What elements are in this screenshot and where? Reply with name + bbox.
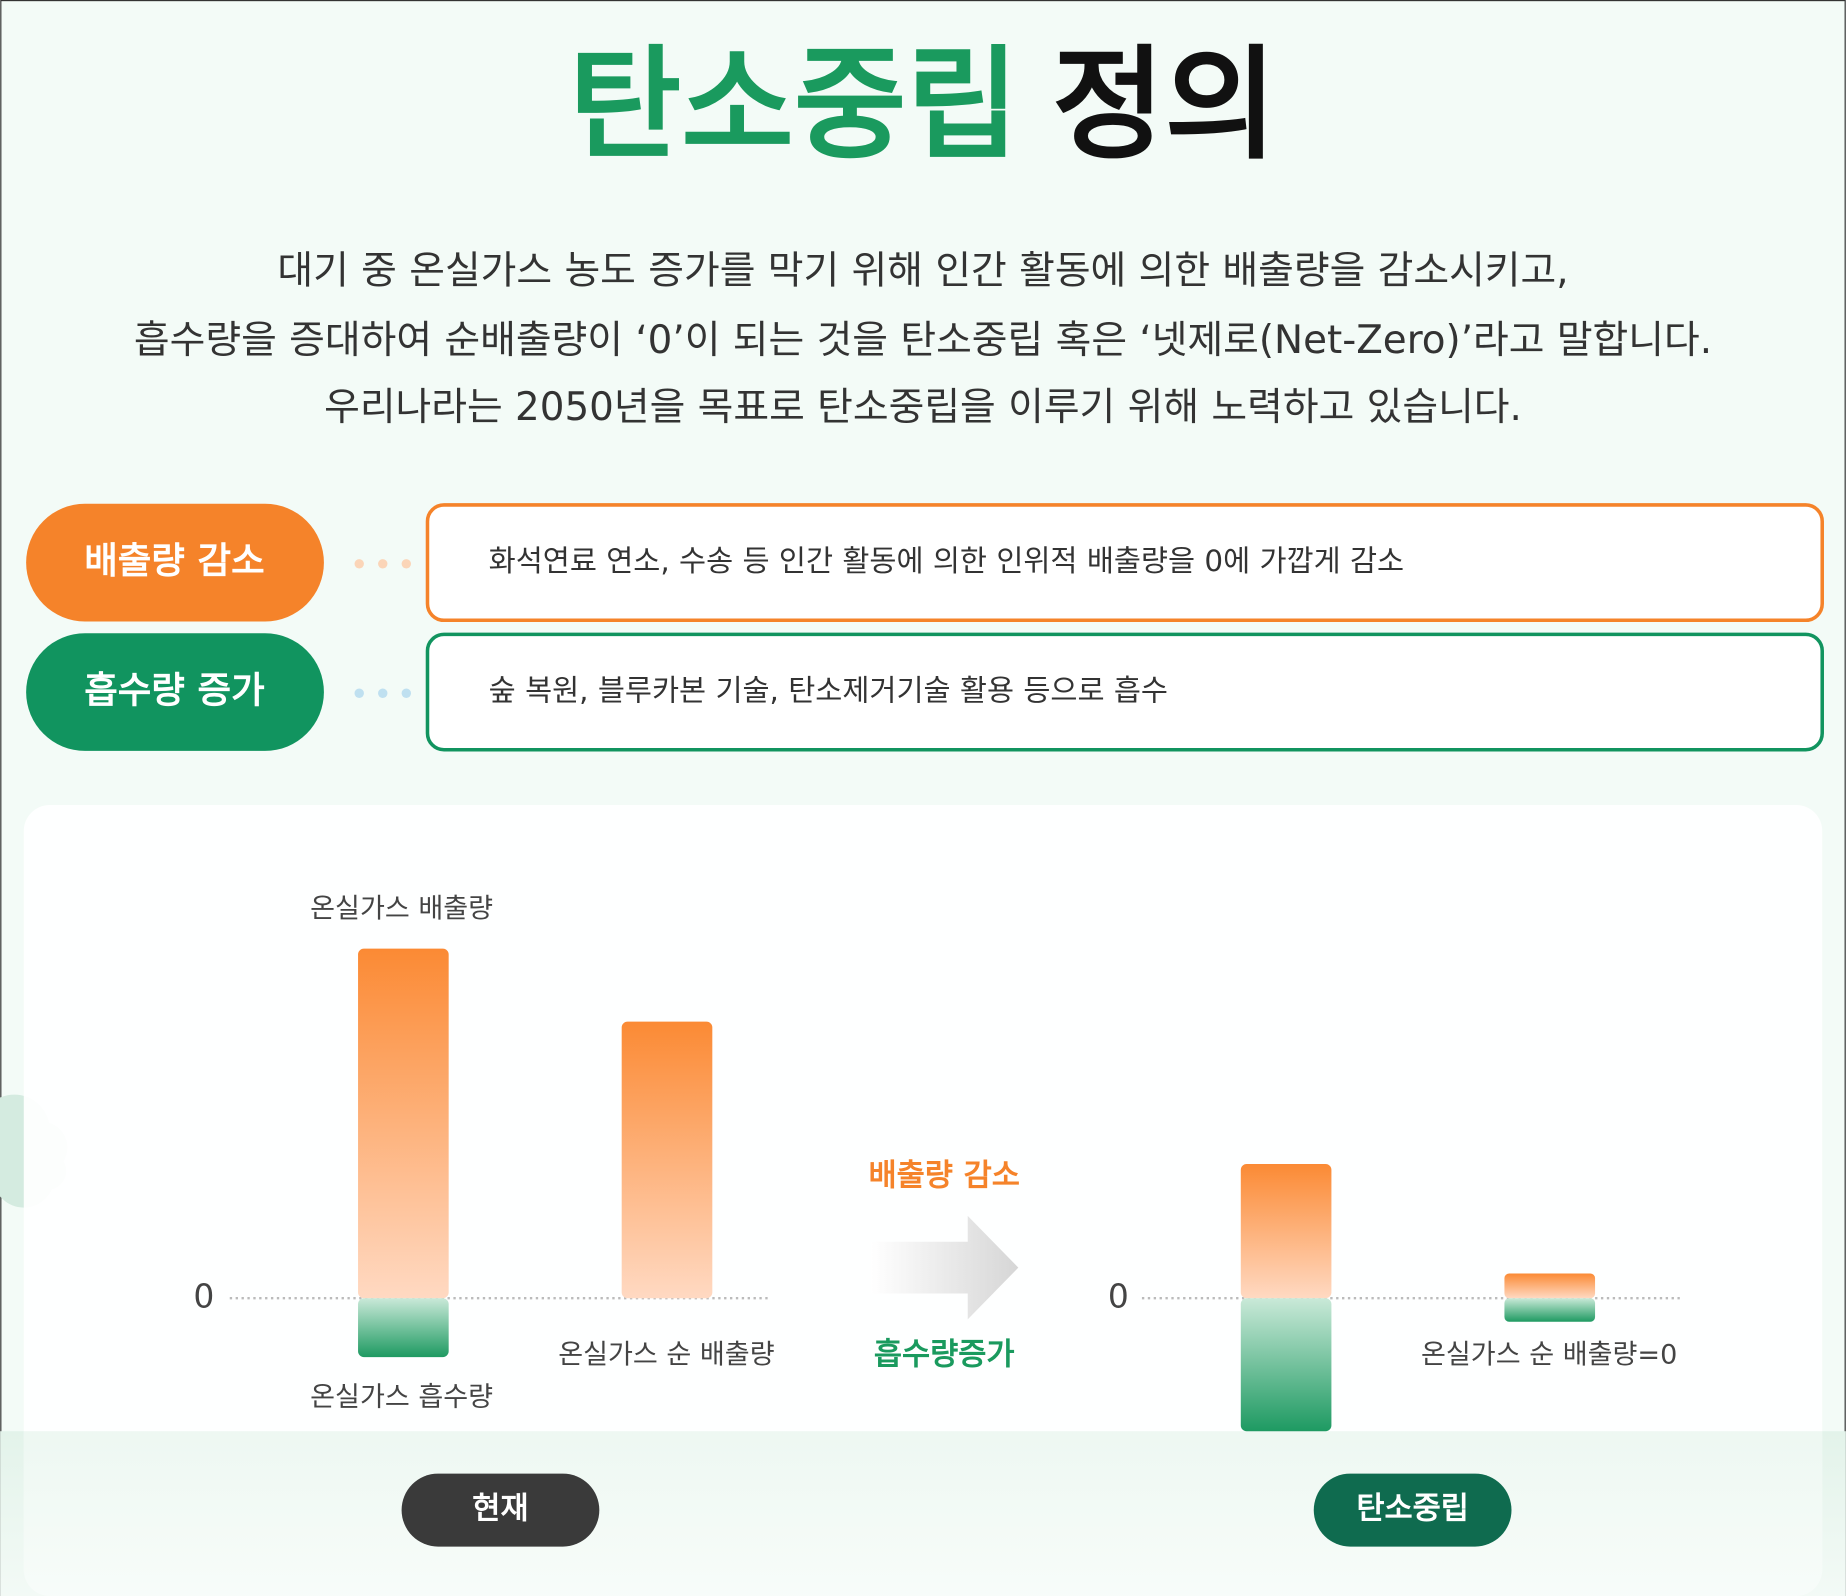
- item-increase: 흡수량 증가 숲 복원, 블루카본 기술, 탄소제거기술 활용 등으로 흡수: [26, 632, 1824, 752]
- title-black: 정의: [1052, 33, 1277, 176]
- description: 숲 복원, 블루카본 기술, 탄소제거기술 활용 등으로 흡수: [489, 674, 1168, 708]
- intro-line: 흡수량을 증대하여 순배출량이 ‘0’이 되는 것을 탄소중립 혹은 ‘넷제로(…: [134, 318, 1712, 363]
- net-label: 온실가스 순 배출량=0: [1421, 1339, 1677, 1370]
- emission-bar: [1240, 1164, 1332, 1299]
- arrow: [871, 1215, 1019, 1320]
- emission-bar: [358, 948, 449, 1299]
- pill: [26, 503, 324, 622]
- absorption-bar: [1240, 1298, 1332, 1432]
- absorption-bar: [358, 1298, 449, 1358]
- arrow-top-label: 배출량 감소: [868, 1158, 1019, 1193]
- item-reduce: 배출량 감소 화석연료 연소, 수송 등 인간 활동에 의한 인위적 배출량을 …: [26, 503, 1824, 623]
- pill-label: 흡수량 증가: [84, 669, 264, 712]
- description-box: [425, 503, 1824, 623]
- badge-label: 탄소중립: [1356, 1492, 1469, 1527]
- transition-arrow: 배출량 감소 흡수량증가: [868, 1158, 1019, 1372]
- pill-label: 배출량 감소: [84, 539, 264, 582]
- panel-band: [23, 1431, 1823, 1596]
- intro: 대기 중 온실가스 농도 증가를 막기 위해 인간 활동에 의한 배출량을 감소…: [134, 249, 1712, 431]
- description-box: [425, 632, 1824, 752]
- dot: [401, 688, 412, 698]
- neutral-chart: 0 온실가스 순 배출량=0 탄소중립: [1108, 1164, 1684, 1547]
- net-bar-bottom: [1504, 1298, 1596, 1322]
- badge: [1313, 1473, 1512, 1547]
- dot: [401, 559, 412, 569]
- emission-label: 온실가스 배출량: [310, 893, 493, 924]
- badge: [401, 1473, 600, 1547]
- title: 탄소중립 정의: [569, 33, 1278, 176]
- description: 화석연료 연소, 수송 등 인간 활동에 의한 인위적 배출량을 0에 가깝게 …: [489, 544, 1404, 578]
- arrow-bottom-label: 흡수량증가: [874, 1337, 1015, 1372]
- dot: [354, 559, 364, 569]
- net-bar-top: [1504, 1273, 1596, 1299]
- absorption-label: 온실가스 흡수량: [310, 1382, 493, 1413]
- badge-label: 현재: [472, 1492, 528, 1527]
- intro-line: 대기 중 온실가스 농도 증가를 막기 위해 인간 활동에 의한 배출량을 감소…: [277, 249, 1568, 294]
- zero-label: 0: [1108, 1277, 1129, 1316]
- dot: [378, 688, 388, 698]
- intro-line: 우리나라는 2050년을 목표로 탄소중립을 이루기 위해 노력하고 있습니다.: [324, 385, 1522, 430]
- dot: [354, 688, 364, 698]
- pill: [26, 633, 324, 751]
- diagram-panel: [23, 805, 1823, 1596]
- net-label: 온실가스 순 배출량: [558, 1339, 774, 1370]
- title-green: 탄소중립: [569, 33, 1019, 176]
- net-bar: [621, 1021, 713, 1299]
- dot: [378, 559, 388, 569]
- current-chart: 0 온실가스 배출량 온실가스 흡수량 온실가스 순 배출량 현재: [193, 893, 775, 1547]
- zero-label: 0: [193, 1277, 214, 1316]
